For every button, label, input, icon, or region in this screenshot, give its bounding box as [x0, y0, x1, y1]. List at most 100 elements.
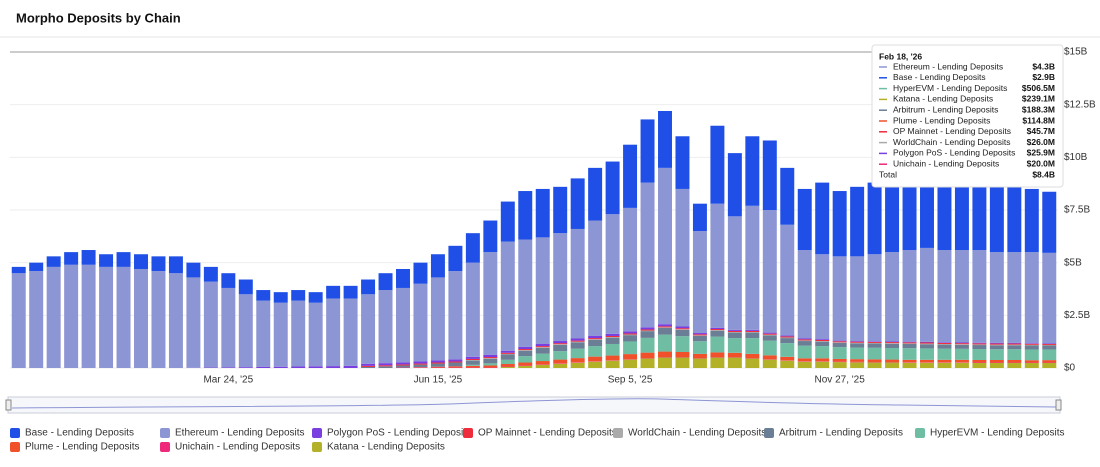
- bar-segment: [605, 337, 620, 338]
- legend-item[interactable]: Katana - Lending Deposits: [312, 442, 445, 453]
- tooltip-name: WorldChain - Lending Deposits: [893, 137, 1011, 147]
- legend-item[interactable]: Base - Lending Deposits: [10, 428, 134, 439]
- bar-segment: [920, 172, 934, 248]
- legend-item[interactable]: WorldChain - Lending Deposits: [613, 428, 766, 439]
- bar-segment: [902, 343, 917, 349]
- legend-label: OP Mainnet - Lending Deposits: [478, 428, 617, 439]
- bar-segment: [396, 364, 410, 366]
- bar-segment: [954, 250, 969, 343]
- bar-segment: [920, 348, 934, 360]
- bar-segment: [326, 298, 341, 367]
- bar-segment: [710, 330, 725, 337]
- y-tick-label: $2.5B: [1064, 310, 1090, 321]
- bar-segment: [727, 338, 742, 353]
- bar-segment: [1024, 349, 1039, 361]
- bar-segment: [727, 332, 742, 339]
- bar-segment: [954, 342, 969, 344]
- bar-segment: [972, 344, 987, 346]
- bar-segment: [745, 205, 760, 330]
- x-tick-label: Jun 15, '25: [414, 375, 463, 386]
- bar-segment: [291, 290, 306, 301]
- bar-segment: [448, 366, 463, 368]
- bar-segment: [710, 357, 725, 368]
- tooltip-value: $20.0M: [1027, 158, 1055, 168]
- bar-segment: [640, 119, 655, 183]
- bar-segment: [430, 366, 445, 368]
- bar-segment: [430, 363, 445, 367]
- bar-segment: [308, 292, 323, 303]
- bar-segment: [640, 358, 655, 368]
- bar-segment: [867, 182, 882, 255]
- legend-label: WorldChain - Lending Deposits: [628, 428, 766, 439]
- bar-segment: [867, 343, 882, 348]
- bar-segment: [640, 331, 655, 338]
- bar-segment: [832, 341, 847, 343]
- bar-segment: [797, 361, 812, 368]
- bar-segment: [692, 335, 707, 336]
- bar-segment: [413, 262, 428, 284]
- bar-segment: [588, 167, 603, 221]
- bar-segment: [692, 358, 707, 368]
- bar-segment: [361, 279, 376, 295]
- bar-segment: [535, 188, 550, 238]
- bar-segment: [500, 366, 515, 368]
- bar-segment: [343, 365, 358, 368]
- bar-segment: [675, 326, 690, 329]
- navigator-handle[interactable]: [5, 399, 12, 411]
- y-tick-label: $7.5B: [1064, 205, 1090, 216]
- navigator: [5, 396, 1062, 414]
- legend-label: Ethereum - Lending Deposits: [175, 428, 305, 439]
- bar-segment: [797, 250, 812, 339]
- bar-segment: [1042, 362, 1057, 368]
- bar-segment: [518, 349, 533, 351]
- legend-item[interactable]: OP Mainnet - Lending Deposits: [463, 428, 617, 439]
- bar-segment: [762, 332, 777, 334]
- bar-segment: [570, 178, 585, 229]
- bar-segment: [465, 364, 480, 366]
- bar-segment: [168, 256, 183, 274]
- bar-segment: [867, 359, 882, 363]
- chart-title: Morpho Deposits by Chain: [16, 10, 181, 25]
- legend-swatch: [764, 428, 774, 438]
- bar-segment: [378, 366, 393, 368]
- bar-segment: [256, 300, 271, 367]
- bar-segment: [81, 250, 96, 265]
- bar-segment: [238, 367, 253, 368]
- legend-item[interactable]: Unichain - Lending Deposits: [160, 442, 300, 453]
- bar-segment: [11, 266, 26, 274]
- tooltip: Feb 18, '26 Ethereum - Lending Deposits $…: [871, 44, 1064, 188]
- bar-segment: [745, 329, 760, 331]
- legend-item[interactable]: HyperEVM - Lending Deposits: [915, 428, 1065, 439]
- navigator-handle[interactable]: [1055, 399, 1062, 411]
- y-tick-label: $10B: [1064, 152, 1088, 163]
- bar-segment: [954, 182, 969, 251]
- bar-segment: [588, 339, 603, 340]
- legend-item[interactable]: Ethereum - Lending Deposits: [160, 428, 305, 439]
- bar-segment: [570, 341, 585, 343]
- bar-segment: [413, 364, 428, 368]
- bar-segment: [885, 341, 900, 343]
- bar-segment: [553, 344, 568, 345]
- bar-segment: [186, 277, 201, 368]
- y-tick-label: $5B: [1064, 257, 1082, 268]
- tooltip-value: $4.3B: [1032, 61, 1055, 71]
- bar-segment: [465, 358, 480, 360]
- legend-item[interactable]: Polygon PoS - Lending Deposits: [312, 428, 471, 439]
- legend-swatch: [10, 442, 20, 452]
- bar-segment: [623, 335, 638, 342]
- bar-segment: [64, 264, 79, 368]
- bar-segment: [1007, 344, 1022, 346]
- legend-item[interactable]: Plume - Lending Deposits: [10, 442, 140, 453]
- bar-segment: [430, 277, 445, 361]
- bar-segment: [1007, 345, 1022, 350]
- bar-segment: [692, 341, 707, 354]
- bar-segment: [937, 343, 952, 345]
- tooltip-value: $26.0M: [1027, 137, 1055, 147]
- legend-item[interactable]: Arbitrum - Lending Deposits: [764, 428, 903, 439]
- bar-segment: [1024, 360, 1039, 363]
- bar-segment: [989, 342, 1004, 344]
- legend-swatch: [160, 428, 170, 438]
- bar-segment: [465, 365, 480, 368]
- bar-segment: [832, 191, 847, 257]
